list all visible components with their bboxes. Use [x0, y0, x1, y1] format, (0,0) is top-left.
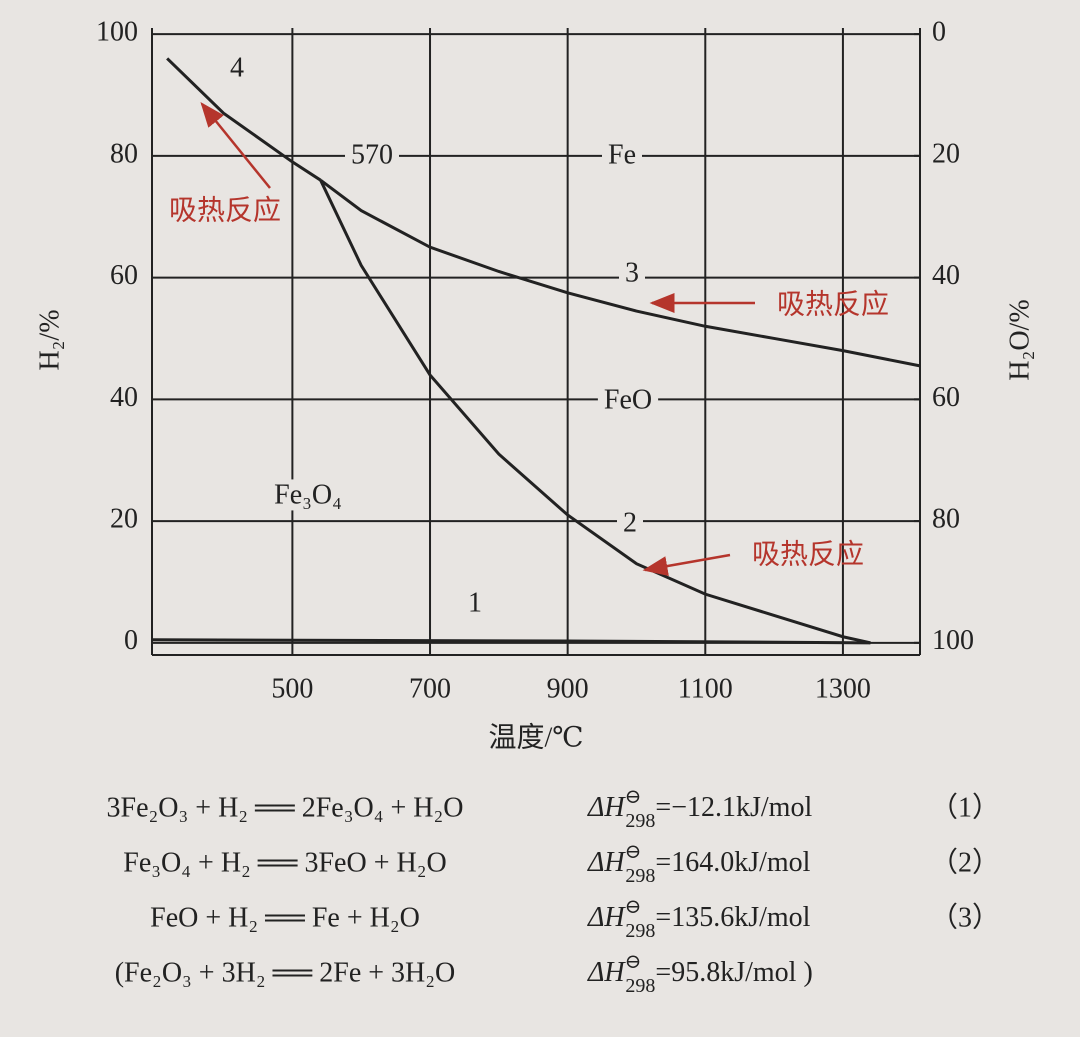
- y-tick-label: 0: [124, 625, 138, 656]
- y-tick-label: 60: [110, 260, 138, 291]
- enthalpy-value: =135.6kJ/mol: [655, 902, 810, 933]
- equation-number: （3）: [930, 901, 1000, 933]
- x-tick-label: 900: [547, 673, 589, 704]
- enthalpy: ΔH⊖ 298=164.0kJ/mol: [587, 841, 811, 887]
- label-bg: [617, 507, 643, 539]
- x-tick-label: 1300: [815, 673, 871, 704]
- x-tick-label: 700: [409, 673, 451, 704]
- equation: FeO + H₂ ══ Fe + H₂O: [150, 902, 420, 933]
- enthalpy-superscript: ⊖: [625, 951, 642, 973]
- enthalpy: ΔH⊖ 298=−12.1kJ/mol: [587, 786, 812, 832]
- curve-label: 3: [625, 257, 639, 288]
- label-bg: [268, 479, 348, 511]
- arrow: [200, 102, 271, 189]
- curve: [319, 179, 871, 645]
- enthalpy-symbol: ΔH: [587, 957, 626, 988]
- curve: [151, 638, 871, 645]
- enthalpy-value: =−12.1kJ/mol: [655, 792, 812, 823]
- annotation: Fe₃O₄: [274, 479, 342, 510]
- y-tick-label: 100: [96, 17, 138, 48]
- x-tick-label: 1100: [678, 673, 733, 704]
- label-bg: [224, 52, 250, 84]
- y2-axis-label: H₂O/%: [1004, 299, 1035, 380]
- enthalpy-superscript: ⊖: [625, 841, 642, 863]
- enthalpy-symbol: ΔH: [587, 847, 626, 878]
- y-axis-label: H₂/%: [34, 309, 65, 370]
- y2-tick-label: 20: [932, 138, 960, 169]
- enthalpy-superscript: ⊖: [625, 896, 642, 918]
- x-tick-label: 500: [271, 673, 313, 704]
- enthalpy-subscript: 298: [625, 865, 655, 887]
- equation: Fe₃O₄ + H₂ ══ 3FeO + H₂O: [123, 847, 446, 878]
- enthalpy-symbol: ΔH: [587, 792, 626, 823]
- curve: [319, 178, 921, 368]
- equation-number: （2）: [930, 846, 1000, 878]
- y2-tick-label: 100: [932, 625, 974, 656]
- annotation: 吸热反应: [752, 538, 864, 570]
- label-bg: [602, 139, 642, 171]
- enthalpy-superscript: ⊖: [625, 786, 642, 808]
- annotation: 吸热反应: [777, 288, 889, 320]
- enthalpy-value: =95.8kJ/mol ): [655, 957, 812, 988]
- enthalpy-symbol: ΔH: [587, 902, 626, 933]
- x-axis-label: 温度/℃: [488, 721, 583, 753]
- label-bg: [345, 139, 399, 171]
- equation-number: （1）: [930, 791, 1000, 823]
- enthalpy-subscript: 298: [625, 920, 655, 942]
- curve-label: 2: [623, 507, 637, 538]
- equation: (Fe₂O₃ + 3H₂ ══ 2Fe + 3H₂O: [115, 957, 456, 988]
- enthalpy-subscript: 298: [625, 810, 655, 832]
- y-tick-label: 40: [110, 382, 138, 413]
- y-tick-label: 80: [110, 138, 138, 169]
- curve: [166, 57, 322, 182]
- enthalpy: ΔH⊖ 298=95.8kJ/mol ): [587, 951, 813, 997]
- enthalpy: ΔH⊖ 298=135.6kJ/mol: [587, 896, 811, 942]
- enthalpy-value: =164.0kJ/mol: [655, 847, 810, 878]
- label-bg: [619, 257, 645, 289]
- label-bg: [462, 587, 488, 619]
- y2-tick-label: 0: [932, 17, 946, 48]
- annotation: Fe: [608, 139, 636, 170]
- y2-tick-label: 40: [932, 260, 960, 291]
- annotation: FeO: [604, 384, 652, 415]
- arrow: [642, 553, 731, 576]
- y2-tick-label: 60: [932, 382, 960, 413]
- curve-label: 4: [230, 52, 244, 83]
- enthalpy-subscript: 298: [625, 975, 655, 997]
- y-tick-label: 20: [110, 503, 138, 534]
- label-bg: [597, 384, 659, 416]
- equation: 3Fe₂O₃ + H₂ ══ 2Fe₃O₄ + H₂O: [107, 792, 464, 823]
- curve-label: 1: [468, 587, 482, 618]
- y2-tick-label: 80: [932, 503, 960, 534]
- annotation: 吸热反应: [169, 194, 281, 226]
- annotation: 570: [351, 139, 393, 170]
